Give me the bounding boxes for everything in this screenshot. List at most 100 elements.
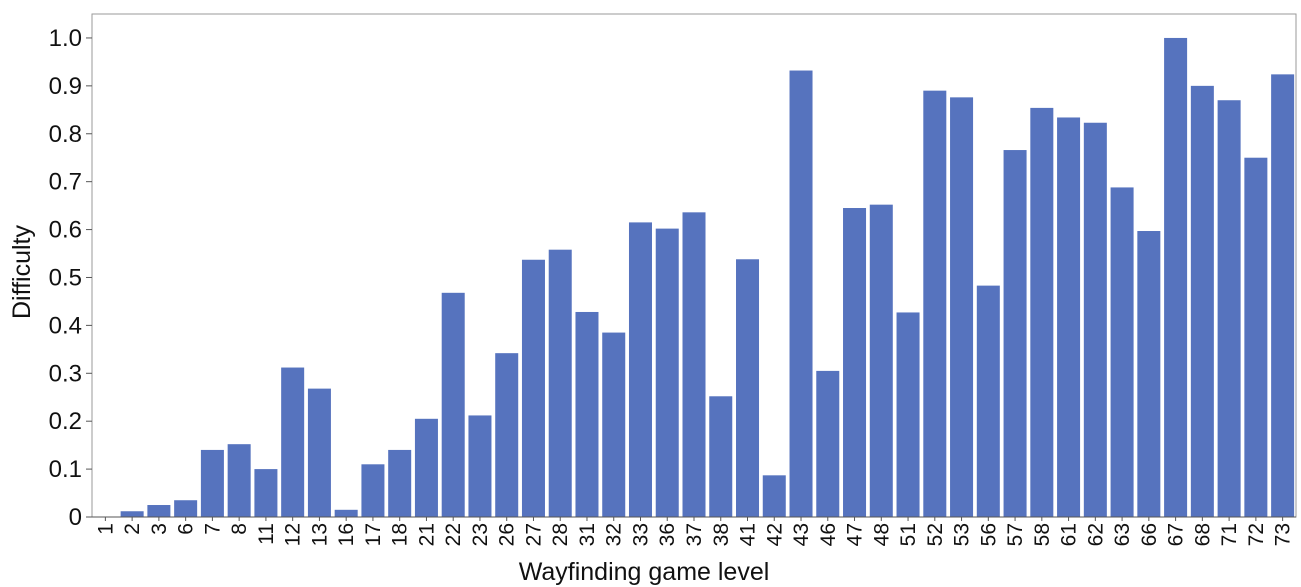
x-tick-label: 6: [175, 523, 198, 535]
bar-level-42: [762, 475, 786, 517]
x-tick-label: 62: [1084, 523, 1107, 546]
x-tick-label: 28: [549, 523, 572, 546]
x-tick-label: 42: [763, 523, 786, 546]
x-tick-label: 43: [790, 523, 813, 546]
x-tick-label: 48: [870, 523, 893, 546]
bar-level-12: [281, 367, 305, 517]
y-tick-label: 0.8: [49, 121, 82, 148]
bar-level-16: [334, 509, 358, 517]
bar-level-52: [923, 90, 947, 518]
x-tick-label: 16: [335, 523, 358, 546]
x-tick-label: 31: [576, 523, 599, 546]
x-tick-label: 12: [282, 523, 305, 546]
x-tick-label: 33: [629, 523, 652, 546]
x-tick-label: 32: [603, 523, 626, 546]
bars-group: [120, 37, 1295, 518]
bar-level-31: [575, 311, 599, 517]
x-tick-label: 56: [977, 523, 1000, 546]
bar-level-32: [602, 332, 626, 517]
bar-level-6: [174, 500, 198, 517]
bar-level-33: [628, 222, 652, 517]
bar-level-18: [388, 449, 412, 517]
bar-level-28: [548, 249, 572, 517]
x-tick-label: 52: [924, 523, 947, 546]
bar-level-38: [709, 396, 733, 517]
x-tick-label: 67: [1165, 523, 1188, 546]
bar-level-56: [976, 285, 1000, 517]
x-tick-label: 66: [1138, 523, 1161, 546]
bar-level-41: [736, 259, 760, 517]
bar-level-7: [200, 449, 224, 517]
y-axis: 0 0.1 0.2 0.3 0.4 0.5 0.6 0.7 0.8 0.9 1.0: [49, 25, 92, 531]
bar-level-26: [495, 353, 519, 517]
x-tick-label: 26: [496, 523, 519, 546]
y-tick-label: 1.0: [49, 25, 82, 52]
x-tick-label: 37: [683, 523, 706, 546]
x-tick-label: 46: [817, 523, 840, 546]
bar-level-21: [414, 418, 438, 517]
x-tick-label: 71: [1218, 523, 1241, 546]
x-tick-label: 22: [442, 523, 465, 546]
bar-level-23: [468, 415, 492, 517]
x-tick-label: 38: [710, 523, 733, 546]
x-tick-label: 7: [201, 523, 224, 535]
bar-level-53: [950, 97, 974, 517]
x-tick-label: 36: [656, 523, 679, 546]
bar-level-67: [1164, 37, 1188, 517]
bar-level-62: [1083, 122, 1107, 518]
x-tick-label: 51: [897, 523, 920, 546]
bar-level-51: [896, 312, 920, 517]
x-tick-label: 68: [1191, 523, 1214, 546]
y-tick-label: 0.7: [49, 169, 82, 196]
x-tick-label: 72: [1245, 523, 1268, 546]
bar-level-72: [1244, 157, 1268, 517]
x-tick-label: 47: [844, 523, 867, 546]
bar-level-17: [361, 464, 385, 517]
x-tick-label: 57: [1004, 523, 1027, 546]
bar-level-48: [869, 204, 893, 517]
bar-level-27: [521, 259, 545, 517]
x-axis-label: Wayfinding game level: [519, 558, 770, 586]
x-tick-label: 3: [148, 523, 171, 535]
bar-level-46: [816, 370, 840, 517]
x-tick-label: 53: [951, 523, 974, 546]
y-tick-label: 0.6: [49, 217, 82, 244]
x-tick-label: 41: [737, 523, 760, 546]
x-tick-label: 63: [1111, 523, 1134, 546]
x-tick-label: 18: [389, 523, 412, 546]
x-tick-label: 27: [522, 523, 545, 546]
y-tick-label: 0.9: [49, 73, 82, 100]
x-axis: 1 2 3 6 7 8 11 12 13 16 17 18 21 22 23 26 27 28 31 32 33 36 37…: [94, 517, 1295, 546]
bar-level-71: [1217, 100, 1241, 517]
bar-level-8: [227, 444, 251, 517]
bar-level-43: [789, 70, 813, 517]
bar-level-66: [1137, 231, 1161, 517]
bar-level-57: [1003, 150, 1027, 518]
bar-level-22: [441, 292, 465, 517]
x-tick-label: 61: [1058, 523, 1081, 546]
bar-level-73: [1271, 74, 1295, 518]
y-tick-label: 0: [69, 504, 82, 531]
y-tick-label: 0.1: [49, 456, 82, 483]
bar-level-11: [254, 469, 278, 517]
x-tick-label: 8: [228, 523, 251, 535]
bar-level-13: [307, 388, 331, 517]
x-tick-label: 13: [308, 523, 331, 546]
x-tick-label: 23: [469, 523, 492, 546]
bar-level-37: [682, 212, 706, 517]
bar-level-47: [843, 208, 867, 517]
x-tick-label: 73: [1272, 523, 1295, 546]
bar-level-61: [1057, 117, 1081, 517]
x-tick-label: 11: [255, 523, 278, 545]
y-tick-label: 0.2: [49, 408, 82, 435]
x-tick-label: 2: [121, 523, 144, 535]
bar-level-2: [120, 511, 144, 517]
y-tick-label: 0.5: [49, 264, 82, 291]
bar-level-36: [655, 228, 679, 518]
x-tick-label: 21: [415, 523, 438, 546]
x-tick-label: 17: [362, 523, 385, 546]
x-tick-label: 58: [1031, 523, 1054, 546]
y-tick-label: 0.3: [49, 360, 82, 387]
bar-level-63: [1110, 187, 1134, 518]
